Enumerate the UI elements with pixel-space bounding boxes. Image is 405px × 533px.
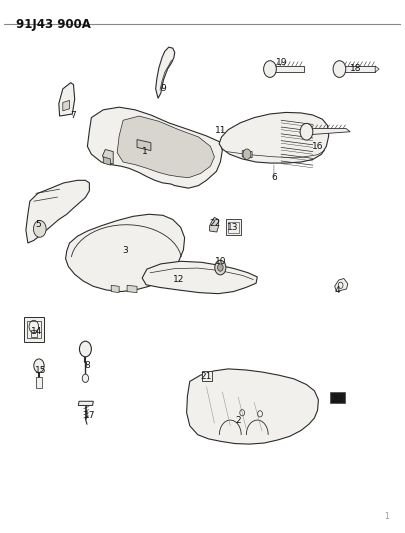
Polygon shape xyxy=(137,140,151,150)
Polygon shape xyxy=(142,261,257,294)
Text: 7: 7 xyxy=(70,110,77,119)
Circle shape xyxy=(264,61,276,77)
Polygon shape xyxy=(210,217,218,232)
Polygon shape xyxy=(226,220,241,235)
Text: 20: 20 xyxy=(332,395,343,404)
Polygon shape xyxy=(219,112,329,163)
Text: 10: 10 xyxy=(215,257,226,266)
Polygon shape xyxy=(26,180,90,243)
Polygon shape xyxy=(111,285,119,293)
Polygon shape xyxy=(59,83,75,116)
Text: 1: 1 xyxy=(142,147,148,156)
Polygon shape xyxy=(87,107,222,188)
Polygon shape xyxy=(102,149,113,164)
Text: 11: 11 xyxy=(215,126,226,135)
Polygon shape xyxy=(127,285,137,293)
Polygon shape xyxy=(187,369,318,444)
Circle shape xyxy=(34,221,46,237)
Text: 1: 1 xyxy=(384,512,389,521)
Text: 3: 3 xyxy=(122,246,128,255)
Text: 12: 12 xyxy=(173,275,184,284)
Text: 91J43 900A: 91J43 900A xyxy=(16,19,91,31)
Circle shape xyxy=(34,359,44,373)
Text: 13: 13 xyxy=(226,223,238,232)
Text: 8: 8 xyxy=(85,361,90,370)
Text: 2: 2 xyxy=(235,416,241,425)
Polygon shape xyxy=(307,128,350,135)
Polygon shape xyxy=(242,150,252,158)
Polygon shape xyxy=(339,66,375,72)
Polygon shape xyxy=(66,214,185,292)
Text: 6: 6 xyxy=(271,173,277,182)
Text: 9: 9 xyxy=(160,84,166,93)
Polygon shape xyxy=(202,371,212,382)
Text: 5: 5 xyxy=(35,220,40,229)
Text: 19: 19 xyxy=(276,58,288,67)
Text: 4: 4 xyxy=(335,286,340,295)
Polygon shape xyxy=(78,401,93,406)
Polygon shape xyxy=(330,392,345,403)
Text: 22: 22 xyxy=(209,219,221,228)
Text: 14: 14 xyxy=(31,327,43,336)
Text: 18: 18 xyxy=(350,63,361,72)
Text: 17: 17 xyxy=(84,411,95,420)
Circle shape xyxy=(79,341,92,357)
Polygon shape xyxy=(63,100,70,111)
Polygon shape xyxy=(103,157,111,165)
Text: 16: 16 xyxy=(312,142,323,151)
Text: 21: 21 xyxy=(201,372,212,381)
Circle shape xyxy=(243,149,251,159)
Text: 15: 15 xyxy=(35,367,47,375)
Polygon shape xyxy=(36,377,42,387)
Circle shape xyxy=(215,260,226,275)
Polygon shape xyxy=(24,317,44,342)
Polygon shape xyxy=(375,66,379,72)
Polygon shape xyxy=(117,116,214,177)
Circle shape xyxy=(82,374,89,383)
Polygon shape xyxy=(270,66,304,72)
Circle shape xyxy=(217,264,223,271)
Circle shape xyxy=(300,123,313,140)
Circle shape xyxy=(333,61,346,77)
Polygon shape xyxy=(156,47,175,98)
Polygon shape xyxy=(335,279,348,292)
